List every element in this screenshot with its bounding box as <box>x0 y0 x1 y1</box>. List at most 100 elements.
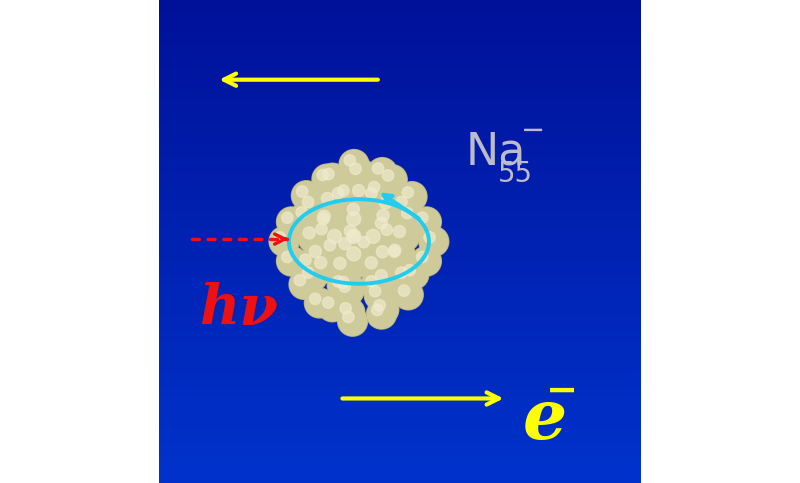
Circle shape <box>347 203 359 215</box>
Bar <box>158 298 642 302</box>
Circle shape <box>338 307 366 336</box>
Circle shape <box>298 262 327 292</box>
Bar <box>158 302 642 306</box>
Bar <box>158 161 642 165</box>
Circle shape <box>296 207 307 218</box>
Circle shape <box>322 192 334 204</box>
Circle shape <box>304 240 336 272</box>
Bar <box>158 250 642 254</box>
Bar <box>158 358 642 362</box>
Circle shape <box>313 205 345 237</box>
Circle shape <box>394 281 422 309</box>
Circle shape <box>314 256 326 269</box>
Circle shape <box>364 177 393 205</box>
Circle shape <box>318 163 347 193</box>
Circle shape <box>344 155 355 166</box>
Bar <box>158 169 642 173</box>
Circle shape <box>361 252 391 283</box>
Circle shape <box>277 246 306 276</box>
Bar <box>158 402 642 407</box>
Bar <box>158 125 642 129</box>
Bar <box>158 133 642 137</box>
Circle shape <box>344 226 372 254</box>
Circle shape <box>350 163 362 174</box>
Bar <box>158 398 642 402</box>
Circle shape <box>338 306 367 336</box>
Bar <box>158 278 642 282</box>
Bar <box>158 85 642 88</box>
Bar <box>158 475 642 479</box>
Circle shape <box>329 252 360 284</box>
Circle shape <box>278 208 306 236</box>
Circle shape <box>411 207 442 237</box>
Circle shape <box>334 257 346 270</box>
Circle shape <box>322 169 334 180</box>
Circle shape <box>302 267 314 278</box>
Circle shape <box>338 185 349 196</box>
Bar <box>158 270 642 274</box>
Bar <box>158 386 642 390</box>
Circle shape <box>377 209 389 221</box>
Circle shape <box>316 187 348 219</box>
Circle shape <box>282 251 293 263</box>
Circle shape <box>372 304 383 315</box>
Circle shape <box>419 227 448 256</box>
Circle shape <box>361 224 396 259</box>
Bar <box>158 443 642 447</box>
Bar <box>158 217 642 221</box>
Bar <box>158 52 642 57</box>
Bar <box>158 93 642 97</box>
Bar <box>158 177 642 181</box>
Circle shape <box>375 217 387 229</box>
Bar <box>158 362 642 366</box>
Bar <box>158 157 642 161</box>
Circle shape <box>347 229 361 243</box>
Circle shape <box>310 218 341 248</box>
Circle shape <box>277 207 306 237</box>
Circle shape <box>367 300 396 328</box>
Circle shape <box>371 204 403 236</box>
Circle shape <box>354 232 382 260</box>
Bar <box>158 60 642 64</box>
Circle shape <box>377 220 405 248</box>
Bar <box>158 64 642 69</box>
Circle shape <box>339 220 370 252</box>
Circle shape <box>398 203 426 231</box>
Circle shape <box>312 207 344 239</box>
Circle shape <box>383 241 414 271</box>
Circle shape <box>367 157 398 187</box>
Circle shape <box>333 272 362 302</box>
Bar <box>158 370 642 374</box>
Circle shape <box>345 158 374 188</box>
Circle shape <box>347 212 361 226</box>
Circle shape <box>417 251 428 263</box>
Circle shape <box>348 230 360 242</box>
Circle shape <box>369 295 398 325</box>
Circle shape <box>318 293 346 321</box>
Bar <box>158 81 642 85</box>
Bar <box>158 69 642 72</box>
Circle shape <box>419 227 449 256</box>
Bar <box>158 145 642 149</box>
Bar <box>158 451 642 455</box>
Circle shape <box>397 202 426 232</box>
Bar <box>158 209 642 213</box>
Bar <box>158 153 642 157</box>
Text: −: − <box>546 373 578 409</box>
Circle shape <box>322 223 358 260</box>
Circle shape <box>370 212 402 243</box>
Bar <box>158 88 642 93</box>
Circle shape <box>327 229 342 243</box>
Circle shape <box>336 298 364 327</box>
Circle shape <box>305 289 334 317</box>
Bar <box>158 72 642 76</box>
Bar <box>158 290 642 294</box>
Circle shape <box>366 257 378 269</box>
Circle shape <box>343 225 373 255</box>
Circle shape <box>372 205 402 235</box>
Circle shape <box>381 224 393 235</box>
Bar <box>158 423 642 426</box>
Bar <box>158 414 642 419</box>
Circle shape <box>313 208 343 238</box>
Circle shape <box>292 202 320 231</box>
